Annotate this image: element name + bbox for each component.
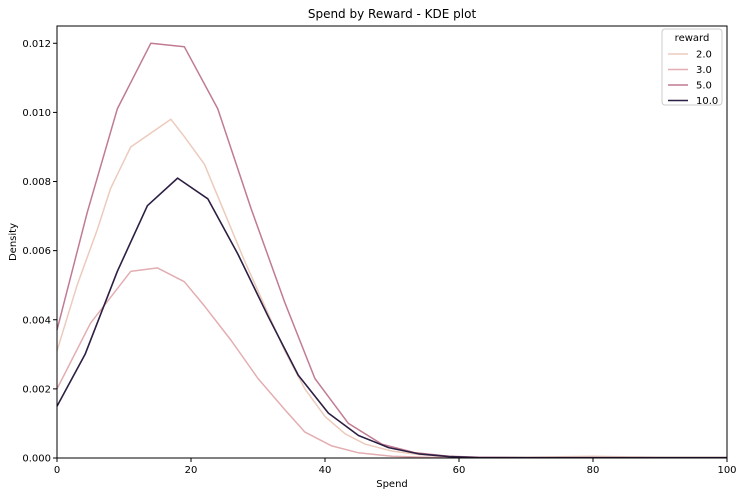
y-tick-label: 0.006 xyxy=(22,246,51,257)
series-line-2-0 xyxy=(56,118,727,459)
chart-title: Spend by Reward - KDE plot xyxy=(308,7,477,21)
legend-title: reward xyxy=(675,33,710,44)
legend-box xyxy=(661,28,723,106)
x-tick-label: 60 xyxy=(453,465,466,476)
y-tick-label: 0.010 xyxy=(22,108,51,119)
x-tick-label: 0 xyxy=(54,465,60,476)
legend: reward 2.0 3.0 5.0 10.0 xyxy=(661,28,723,107)
series-line-10-0 xyxy=(56,177,727,459)
y-tick-label: 0.012 xyxy=(22,39,51,50)
x-tick-label: 40 xyxy=(319,465,332,476)
series-line-3-0 xyxy=(56,267,727,459)
legend-label: 10.0 xyxy=(696,96,718,107)
series-lines xyxy=(56,42,727,459)
y-axis-ticks: 0.000 0.002 0.004 0.006 0.008 0.010 0.012 xyxy=(22,39,57,465)
legend-label: 5.0 xyxy=(696,81,712,92)
series-line-5-0 xyxy=(56,42,727,459)
x-tick-label: 80 xyxy=(587,465,600,476)
legend-label: 3.0 xyxy=(696,65,712,76)
y-tick-label: 0.002 xyxy=(22,384,51,395)
x-axis-ticks: 0 20 40 60 80 100 xyxy=(54,458,737,476)
x-axis-label: Spend xyxy=(376,479,408,490)
x-tick-label: 20 xyxy=(185,465,198,476)
legend-label: 2.0 xyxy=(696,50,712,61)
y-axis-label: Density xyxy=(8,223,19,261)
y-tick-label: 0.000 xyxy=(22,454,51,465)
y-tick-label: 0.004 xyxy=(22,315,51,326)
y-tick-label: 0.008 xyxy=(22,177,51,188)
x-tick-label: 100 xyxy=(717,465,736,476)
plot-frame xyxy=(56,25,728,459)
